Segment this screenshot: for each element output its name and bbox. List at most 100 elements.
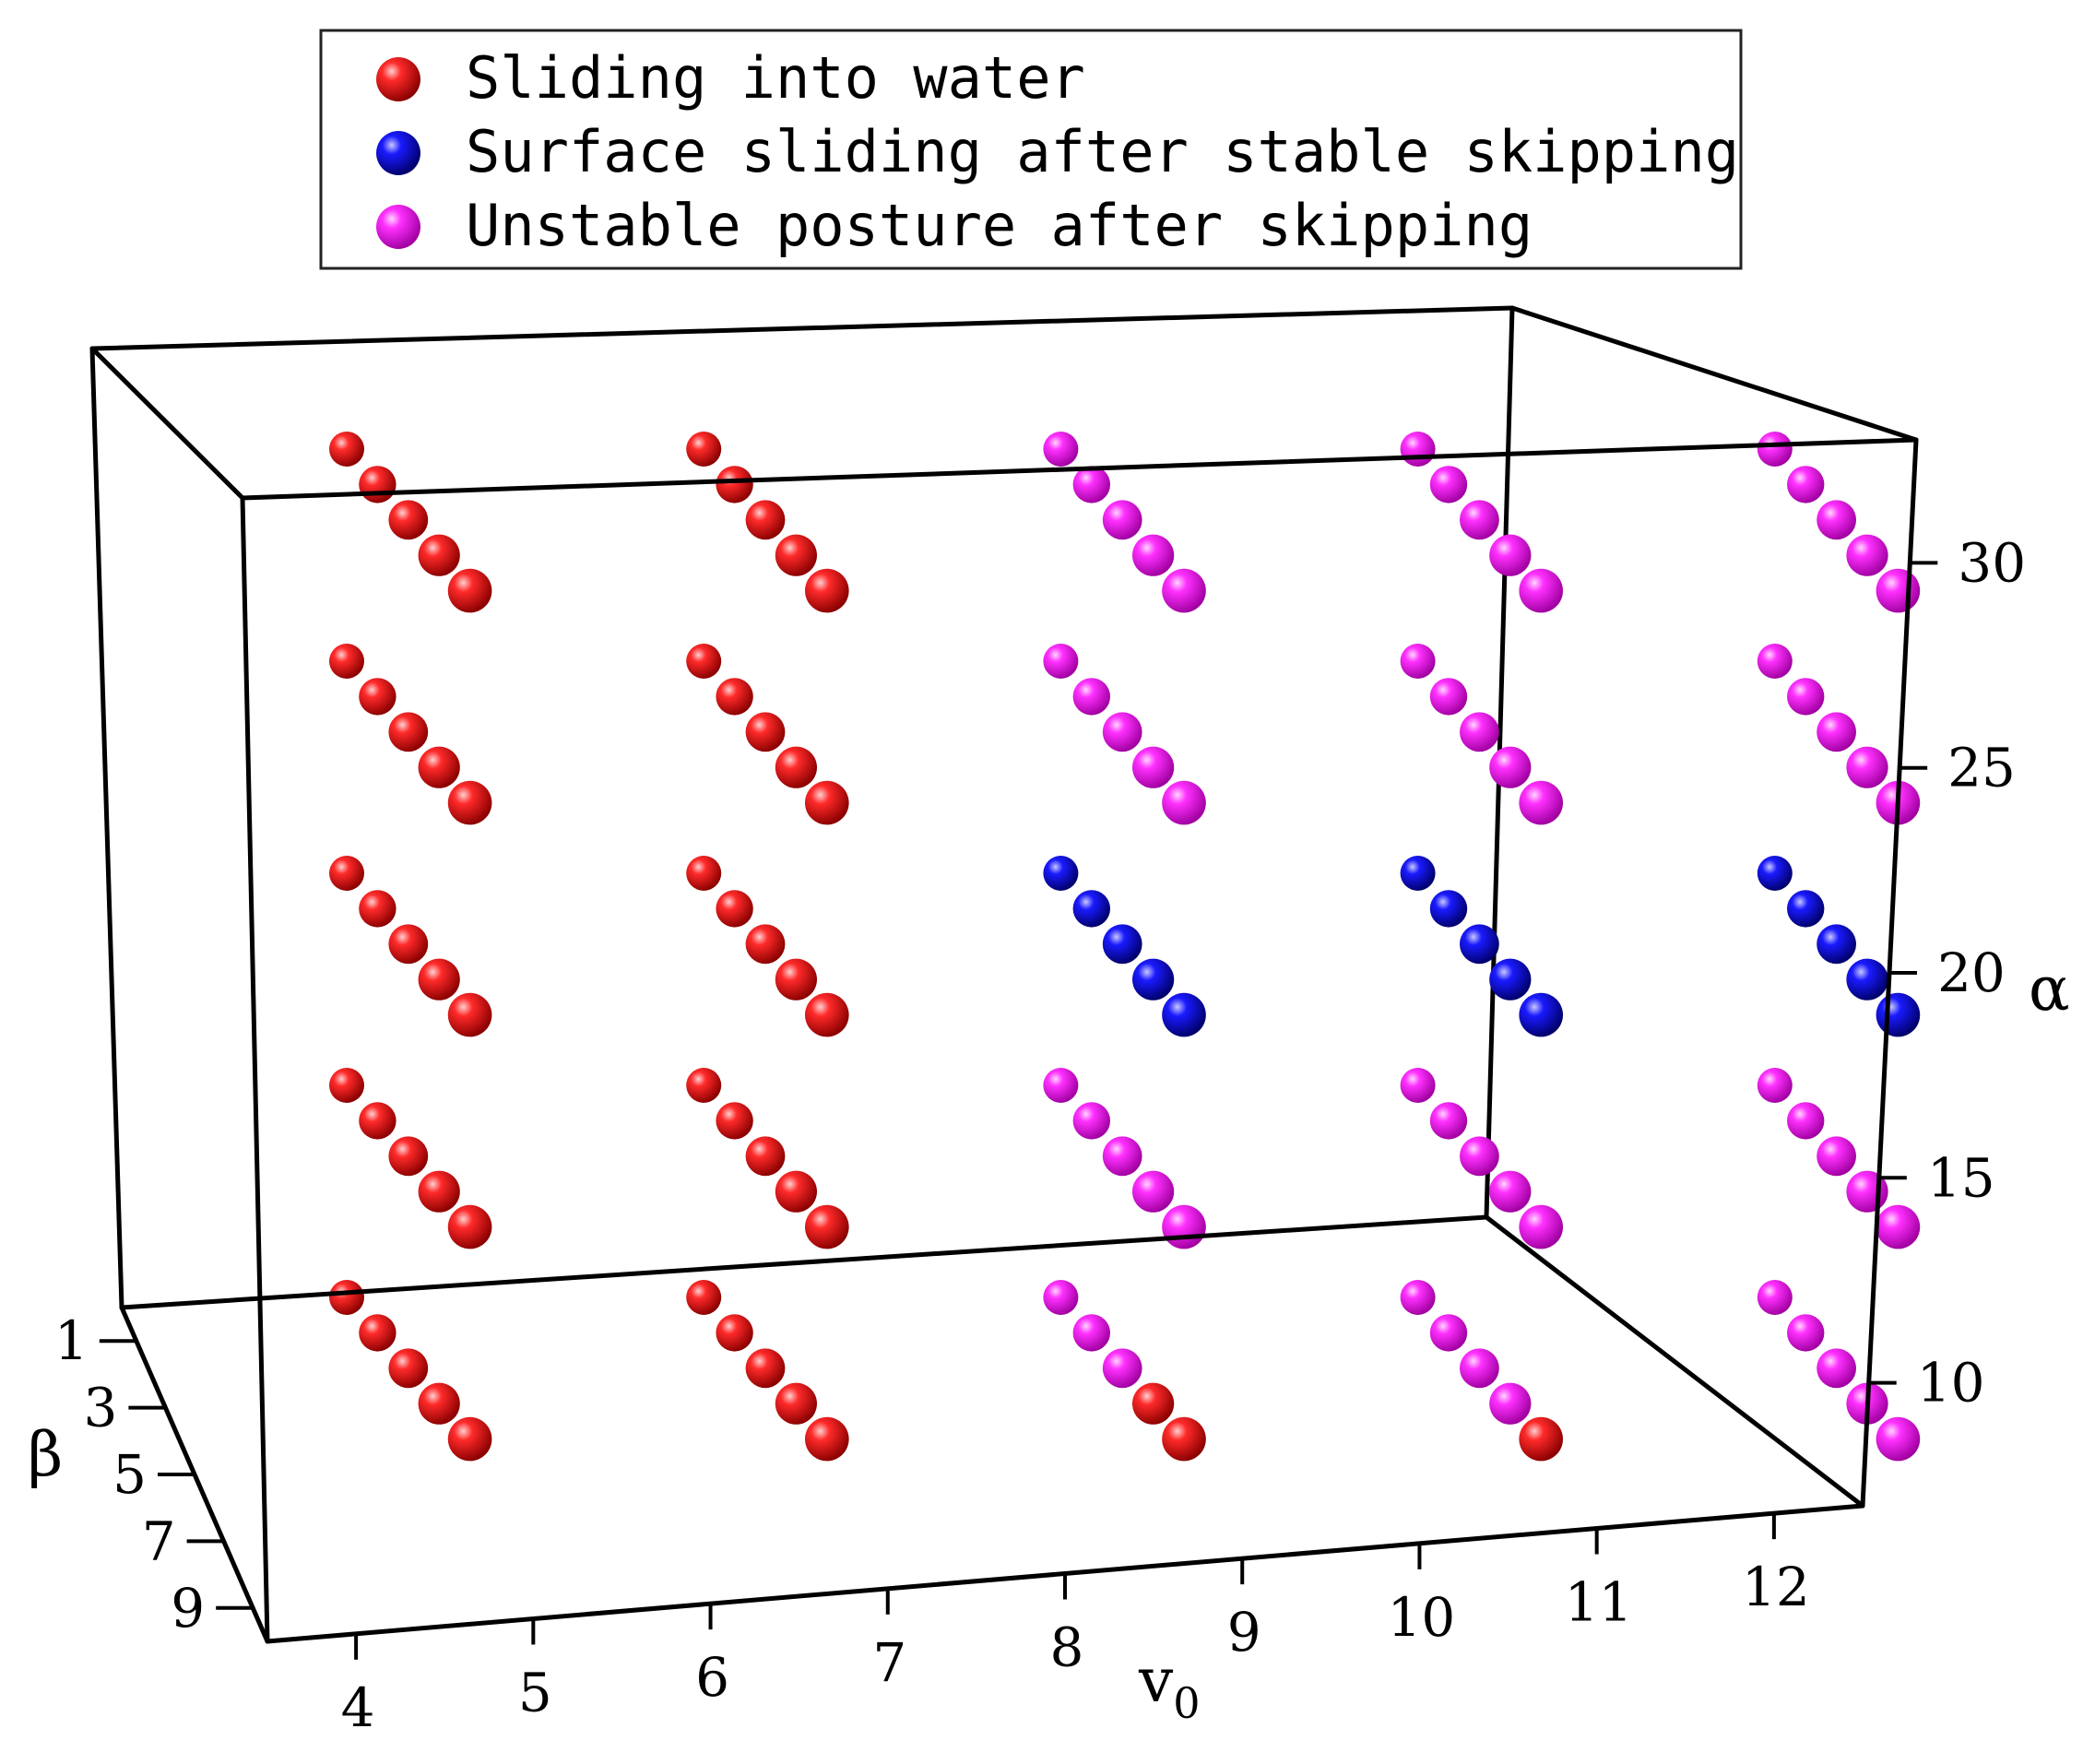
data-point-series-0 [388,712,429,752]
data-point-series-0 [686,432,722,467]
data-point-series-0 [1132,1382,1175,1425]
data-point-series-2 [1460,1136,1499,1177]
data-point-series-0 [716,466,753,503]
beta-tick-label: 3 [83,1377,117,1439]
legend-marker [376,131,420,175]
data-point-series-0 [775,1170,818,1213]
data-point-series-2 [1072,1314,1111,1352]
data-point-series-1 [1757,856,1793,891]
alpha-tick-label: 30 [1958,531,2026,594]
data-point-series-2 [1846,534,1888,576]
alpha-tick-label: 15 [1927,1146,1995,1209]
data-point-series-2 [1400,432,1436,467]
data-point-series-0 [447,1416,492,1462]
data-point-series-0 [805,992,849,1037]
data-point-series-0 [1162,1416,1206,1462]
data-point-series-0 [447,1204,492,1249]
data-point-series-2 [1429,1314,1468,1352]
data-point-series-0 [359,1314,396,1352]
box-back-edges [89,305,1919,1310]
data-point-series-2 [1876,1416,1921,1462]
data-point-series-2 [1162,568,1206,613]
data-point-series-0 [745,1348,786,1389]
data-point-series-2 [1519,1204,1563,1249]
data-point-series-1 [1400,856,1436,891]
data-point-series-0 [329,1280,364,1315]
data-point-series-2 [1102,500,1142,540]
data-point-series-1 [1787,890,1825,928]
data-point-series-0 [418,534,460,576]
data-point-series-1 [1072,890,1111,928]
data-point-series-1 [1519,992,1563,1037]
data-point-series-0 [745,1136,786,1177]
alpha-tick-label: 20 [1937,941,2006,1004]
data-point-series-2 [1132,534,1175,576]
data-point-series-1 [1102,924,1142,965]
data-point-series-2 [1489,1170,1532,1213]
data-point-series-2 [1817,1136,1856,1177]
beta-tick-label: 7 [142,1509,176,1572]
data-point-series-0 [745,924,786,965]
data-point-series-0 [775,746,818,788]
x-tick-label: 11 [1565,1571,1633,1634]
data-point-series-0 [686,1280,722,1315]
data-point-series-0 [805,568,849,613]
data-point-series-0 [805,1204,849,1249]
data-point-series-1 [1876,992,1921,1037]
data-point-series-0 [447,780,492,825]
data-point-series-2 [1519,568,1563,613]
data-point-series-0 [329,1068,364,1103]
data-point-series-0 [745,500,786,540]
box-front-edges [89,346,1919,1644]
data-point-series-0 [329,432,364,467]
data-point-series-0 [775,534,818,576]
legend-label: Unstable posture after skipping [466,192,1533,259]
data-point-series-0 [805,780,849,825]
legend-box [319,29,1743,270]
data-point-series-1 [1132,958,1175,1000]
data-point-series-0 [805,1416,849,1462]
data-point-series-2 [1519,780,1563,825]
beta-tick-label: 5 [112,1443,147,1506]
data-point-series-0 [745,712,786,752]
data-point-series-2 [1787,1314,1825,1352]
data-point-series-0 [447,568,492,613]
data-point-series-2 [1072,1102,1111,1140]
beta-tick-label: 1 [54,1309,89,1372]
data-point-series-2 [1817,500,1856,540]
data-point-series-0 [329,644,364,679]
x-tick-label: 9 [1227,1601,1261,1663]
data-points [329,432,1921,1462]
data-point-series-2 [1162,1204,1206,1249]
data-point-series-2 [1846,746,1888,788]
data-point-series-2 [1043,1280,1079,1315]
data-point-series-2 [1132,746,1175,788]
data-point-series-2 [1429,466,1468,503]
data-point-series-2 [1400,644,1436,679]
data-point-series-0 [775,958,818,1000]
data-point-series-0 [418,746,460,788]
x-tick-label: 8 [1050,1616,1084,1679]
data-point-series-2 [1460,500,1499,540]
data-point-series-2 [1787,678,1825,716]
data-point-series-2 [1787,466,1825,503]
x-tick-label: 6 [695,1646,729,1709]
data-point-series-2 [1757,1068,1793,1103]
data-point-series-0 [775,1382,818,1425]
data-point-series-0 [418,1170,460,1213]
data-point-series-0 [388,1348,429,1389]
data-point-series-2 [1787,1102,1825,1140]
data-point-series-2 [1043,644,1079,679]
legend-marker [376,57,420,101]
data-point-series-1 [1489,958,1532,1000]
data-point-series-2 [1489,1382,1532,1425]
data-point-series-0 [418,1382,460,1425]
data-point-series-0 [388,1136,429,1177]
data-point-series-2 [1400,1280,1436,1315]
data-point-series-2 [1876,1204,1921,1249]
data-point-series-2 [1043,432,1079,467]
data-point-series-2 [1043,1068,1079,1103]
x-tick-label: 10 [1388,1586,1456,1649]
